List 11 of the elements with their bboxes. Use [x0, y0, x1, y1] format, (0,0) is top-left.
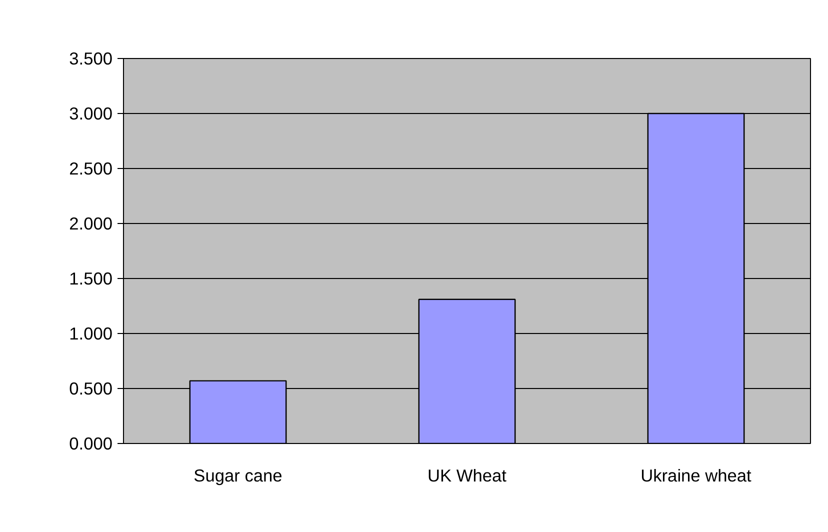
x-tick-label: UK Wheat: [428, 466, 507, 486]
y-tick-label: 0.500: [69, 378, 113, 398]
x-tick-label: Ukraine wheat: [640, 466, 752, 486]
y-tick-label: 1.000: [69, 324, 113, 344]
y-tick-label: 3.000: [69, 104, 113, 124]
x-tick-label: Sugar cane: [194, 466, 282, 486]
y-tick-label: 3.500: [69, 48, 113, 68]
y-tick-label: 2.000: [69, 214, 113, 234]
y-tick-label: 2.500: [69, 158, 113, 178]
y-tick-label: 0.000: [69, 434, 113, 454]
y-tick-label: 1.500: [69, 268, 113, 288]
